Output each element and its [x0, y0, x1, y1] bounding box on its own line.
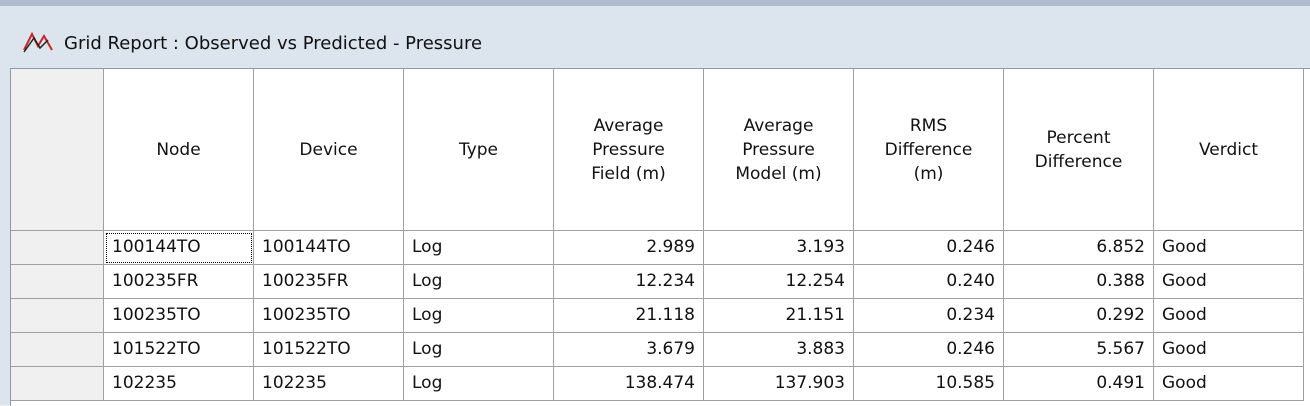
header-text: Average [743, 115, 814, 136]
data-grid: Node Device Type Average Pressure Field (m) Av… [10, 68, 1310, 406]
grid-cell[interactable]: 0.246 [854, 333, 1004, 367]
window-edge [0, 0, 1310, 6]
grid-cell[interactable]: 3.883 [704, 333, 854, 367]
row-header[interactable] [11, 231, 104, 265]
grid-cell[interactable]: 100235TO [104, 299, 254, 333]
grid-cell[interactable]: 5.567 [1004, 333, 1154, 367]
header-text: Node [156, 139, 201, 160]
column-header[interactable]: Average Pressure Field (m) [554, 69, 704, 231]
grid-cell[interactable]: 100144TO [254, 231, 404, 265]
header-text: Pressure [592, 139, 665, 160]
grid-cell[interactable]: 0.292 [1004, 299, 1154, 333]
grid-cell[interactable]: 0.246 [854, 231, 1004, 265]
header-text: Average [593, 115, 664, 136]
grid-cell[interactable]: 3.193 [704, 231, 854, 265]
grid-cell[interactable]: 0.234 [854, 299, 1004, 333]
grid-cell[interactable]: 0.240 [854, 265, 1004, 299]
window-title: Grid Report : Observed vs Predicted - Pr… [64, 33, 483, 54]
grid-cell[interactable]: Good [1154, 299, 1304, 333]
grid-cell[interactable]: Good [1154, 367, 1304, 401]
window-icon [23, 31, 53, 53]
header-text: Difference [884, 139, 973, 160]
grid-cell[interactable]: 100235FR [104, 265, 254, 299]
column-header[interactable]: Percent Difference [1004, 69, 1154, 231]
grid-cell[interactable]: 138.474 [554, 367, 704, 401]
column-header[interactable]: Node [104, 69, 254, 231]
header-text: Percent [1046, 127, 1111, 148]
grid-cell[interactable]: Good [1154, 333, 1304, 367]
row-header[interactable] [11, 367, 104, 401]
grid-cell[interactable]: Log [404, 265, 554, 299]
grid-cell[interactable]: 100235FR [254, 265, 404, 299]
column-header[interactable]: Type [404, 69, 554, 231]
row-header[interactable] [11, 265, 104, 299]
grid-cell[interactable]: 2.989 [554, 231, 704, 265]
grid-cell[interactable]: Log [404, 367, 554, 401]
grid-cell[interactable]: 12.254 [704, 265, 854, 299]
grid-cell[interactable]: Log [404, 299, 554, 333]
grid-cell[interactable]: Log [404, 333, 554, 367]
column-header[interactable]: Device [254, 69, 404, 231]
grid-cell[interactable]: 101522TO [104, 333, 254, 367]
header-text: Pressure [742, 139, 815, 160]
grid-cell[interactable]: Good [1154, 231, 1304, 265]
header-text: Type [458, 139, 499, 160]
header-text: Verdict [1199, 139, 1258, 160]
grid-cell[interactable]: 100235TO [254, 299, 404, 333]
grid-cell[interactable]: 0.491 [1004, 367, 1154, 401]
column-header[interactable]: RMS Difference (m) [854, 69, 1004, 231]
row-header[interactable] [11, 299, 104, 333]
grid-cell[interactable]: 21.118 [554, 299, 704, 333]
grid-cell[interactable]: 3.679 [554, 333, 704, 367]
grid-cell[interactable]: Log [404, 231, 554, 265]
header-text: Field (m) [591, 163, 666, 184]
grid-cell[interactable]: 10.585 [854, 367, 1004, 401]
grid-cell[interactable]: 21.151 [704, 299, 854, 333]
corner-header [11, 69, 104, 231]
grid-cell[interactable]: 0.388 [1004, 265, 1154, 299]
column-header[interactable]: Average Pressure Model (m) [704, 69, 854, 231]
grid-cell[interactable]: 101522TO [254, 333, 404, 367]
header-text: RMS [909, 115, 948, 136]
row-header[interactable] [11, 333, 104, 367]
grid-cell[interactable]: 102235 [254, 367, 404, 401]
grid-cell[interactable]: 137.903 [704, 367, 854, 401]
header-text: Device [299, 139, 358, 160]
column-header[interactable]: Verdict [1154, 69, 1304, 231]
grid-cell[interactable]: 6.852 [1004, 231, 1154, 265]
grid-cell[interactable]: 102235 [104, 367, 254, 401]
grid-cell[interactable]: 100144TO [104, 231, 254, 265]
header-text: Difference [1034, 151, 1123, 172]
header-text: Model (m) [735, 163, 822, 184]
header-text: (m) [913, 163, 944, 184]
grid-cell[interactable]: 12.234 [554, 265, 704, 299]
grid-cell[interactable]: Good [1154, 265, 1304, 299]
